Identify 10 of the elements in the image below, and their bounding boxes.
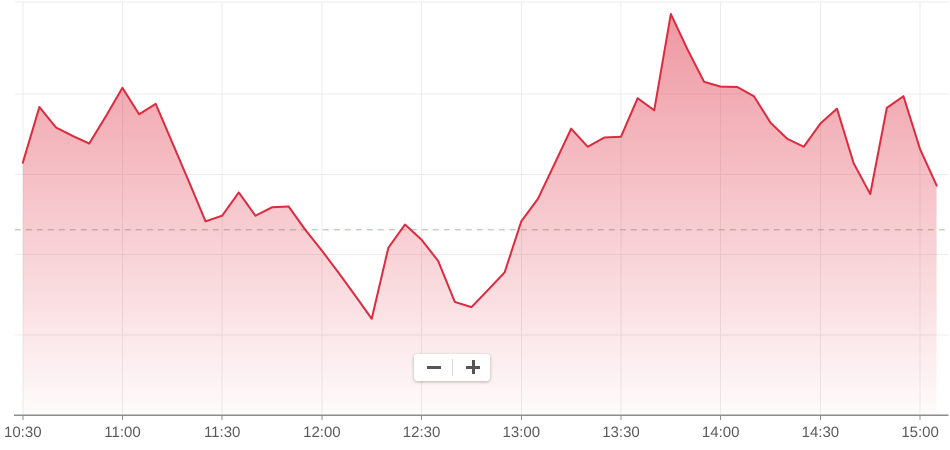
x-tick-label: 13:00 bbox=[502, 424, 540, 442]
x-tick-label: 11:00 bbox=[104, 424, 141, 442]
x-tick-label: 10:30 bbox=[4, 424, 42, 442]
x-tick-label: 14:00 bbox=[702, 424, 740, 442]
x-tick-label: 12:30 bbox=[402, 424, 440, 442]
x-tick-label: 11:30 bbox=[204, 424, 240, 442]
x-tick-label: 12:00 bbox=[303, 424, 341, 442]
x-tick-label: 14:30 bbox=[802, 424, 840, 442]
x-tick-label: 15:00 bbox=[901, 424, 939, 442]
x-tick-label: 13:30 bbox=[602, 424, 640, 442]
